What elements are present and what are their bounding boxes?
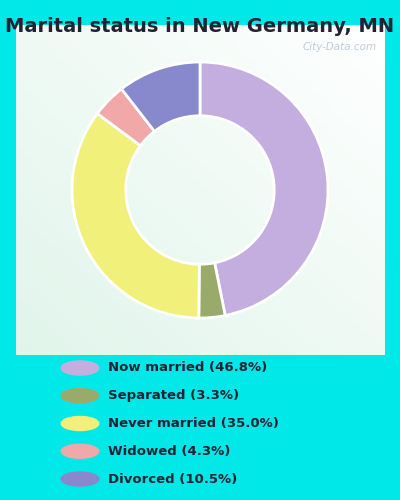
Wedge shape [122, 62, 200, 132]
Circle shape [61, 416, 99, 430]
Text: Divorced (10.5%): Divorced (10.5%) [108, 472, 237, 486]
Circle shape [61, 361, 99, 375]
Text: Separated (3.3%): Separated (3.3%) [108, 389, 239, 402]
Wedge shape [72, 114, 199, 318]
Circle shape [61, 472, 99, 486]
Text: Marital status in New Germany, MN: Marital status in New Germany, MN [6, 18, 394, 36]
Text: Widowed (4.3%): Widowed (4.3%) [108, 445, 230, 458]
Circle shape [61, 388, 99, 403]
Wedge shape [97, 89, 154, 146]
Text: City-Data.com: City-Data.com [302, 42, 377, 51]
Wedge shape [199, 263, 225, 318]
Wedge shape [200, 62, 328, 316]
Text: Never married (35.0%): Never married (35.0%) [108, 417, 279, 430]
Circle shape [61, 444, 99, 458]
Text: Now married (46.8%): Now married (46.8%) [108, 362, 267, 374]
